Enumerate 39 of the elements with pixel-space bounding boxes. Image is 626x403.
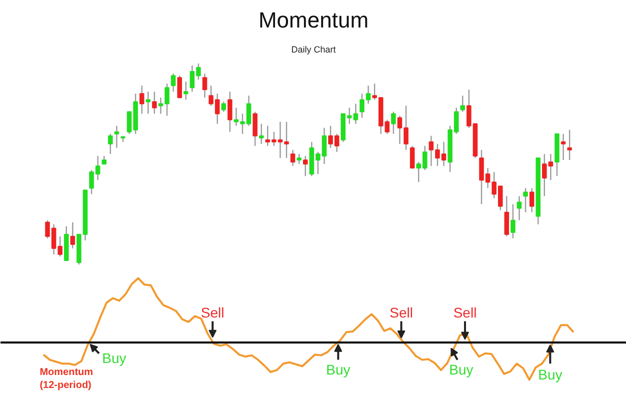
- candlestick: [108, 133, 113, 155]
- candlestick: [428, 135, 434, 167]
- annotation: Buy: [538, 366, 562, 383]
- candlestick: [510, 204, 516, 239]
- candlestick: [170, 72, 176, 92]
- candlestick: [146, 91, 151, 114]
- candlestick: [516, 196, 522, 221]
- annotation: Buy: [326, 361, 350, 378]
- candlestick: [183, 81, 188, 100]
- candlestick: [460, 95, 466, 112]
- candlestick: [410, 145, 415, 169]
- candlestick: [252, 111, 258, 147]
- candlestick: [70, 222, 76, 249]
- candlestick: [258, 123, 264, 144]
- candlestick: [284, 121, 289, 159]
- candlestick: [504, 196, 510, 237]
- chart-subtitle: Daily Chart: [291, 44, 336, 54]
- candlestick: [228, 91, 232, 132]
- candlestick: [523, 188, 528, 213]
- chart-title: Momentum: [258, 8, 369, 32]
- candlestick: [221, 101, 226, 112]
- annotation: Sell: [200, 304, 224, 320]
- candlestick: [529, 188, 534, 213]
- annotation: Sell: [390, 304, 413, 320]
- candlestick: [560, 133, 566, 161]
- annotation: Buy: [449, 361, 474, 378]
- candlestick: [152, 91, 157, 114]
- annotation: Buy: [102, 350, 126, 366]
- candlestick: [114, 125, 120, 149]
- annotation: Sell: [453, 304, 477, 320]
- candlestick: [290, 149, 296, 167]
- series-label: Momentum (12-period): [40, 366, 94, 392]
- candlestick: [139, 85, 144, 114]
- candlestick: [177, 74, 182, 98]
- candlestick: [303, 155, 308, 177]
- candlestick: [391, 111, 396, 134]
- candlestick: [202, 72, 208, 98]
- candlestick: [296, 153, 302, 165]
- candlestick: [567, 129, 572, 161]
